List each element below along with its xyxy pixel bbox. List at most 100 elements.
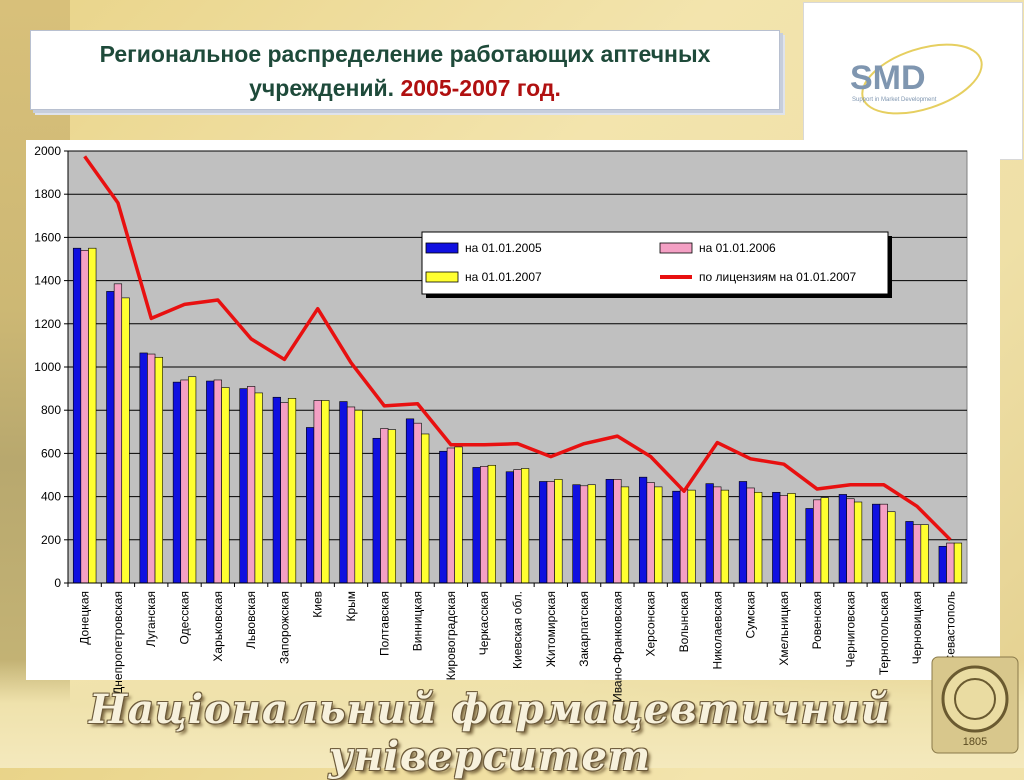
bar xyxy=(314,400,322,583)
x-tick-label: Херсонская xyxy=(644,591,658,656)
bar xyxy=(639,477,647,583)
x-tick-label: Донецкая xyxy=(78,591,92,645)
x-tick-label: Черниговская xyxy=(843,591,857,667)
bar xyxy=(140,353,148,583)
x-tick-label: Крым xyxy=(344,591,358,622)
bar xyxy=(455,447,463,583)
bar xyxy=(373,438,381,583)
bar xyxy=(281,403,289,583)
bar xyxy=(688,490,696,583)
bar xyxy=(555,479,563,583)
bar xyxy=(813,500,821,583)
bar xyxy=(906,521,914,583)
bar xyxy=(739,481,747,583)
y-tick-label: 1400 xyxy=(34,274,61,288)
bar xyxy=(721,490,729,583)
x-tick-label: Полтавская xyxy=(377,591,391,656)
legend-swatch xyxy=(426,272,458,282)
bar xyxy=(847,499,855,583)
bar xyxy=(706,484,714,583)
bar xyxy=(506,472,514,583)
bar xyxy=(913,525,921,583)
bar xyxy=(181,380,189,583)
bar xyxy=(355,410,363,583)
bar xyxy=(188,377,196,583)
x-tick-label: Днепропетровская xyxy=(111,591,125,695)
bar xyxy=(939,546,947,583)
bar xyxy=(514,470,522,583)
bar xyxy=(81,250,89,583)
bar xyxy=(754,492,762,583)
bar xyxy=(880,504,888,583)
bar xyxy=(173,382,181,583)
bar xyxy=(247,386,255,583)
bar xyxy=(414,423,422,583)
bar xyxy=(155,357,163,583)
x-tick-label: Киевская обл. xyxy=(511,591,525,669)
bar xyxy=(322,400,330,583)
x-tick-label: Ровенская xyxy=(810,591,824,649)
x-tick-label: Одесская xyxy=(178,591,192,644)
bar xyxy=(306,427,314,583)
x-tick-label: Киев xyxy=(311,591,325,618)
bar xyxy=(122,298,130,583)
bar xyxy=(421,434,429,583)
university-seal-icon: 1805 xyxy=(930,655,1020,755)
bar xyxy=(114,284,122,583)
bar xyxy=(647,483,655,583)
bar xyxy=(206,381,214,583)
y-tick-label: 1600 xyxy=(34,230,61,244)
legend-label: по лицензиям на 01.01.2007 xyxy=(699,270,857,284)
bar xyxy=(73,248,81,583)
university-name: Національний фармацевтичний університет xyxy=(40,686,940,780)
x-tick-label: Запорожская xyxy=(277,591,291,664)
y-tick-label: 0 xyxy=(54,576,61,590)
bar xyxy=(547,481,555,583)
y-tick-label: 1800 xyxy=(34,187,61,201)
x-tick-label: Харьковская xyxy=(211,591,225,662)
bar xyxy=(440,451,448,583)
bar xyxy=(406,419,414,583)
y-tick-label: 800 xyxy=(41,403,61,417)
bar xyxy=(821,498,829,583)
y-tick-label: 1200 xyxy=(34,317,61,331)
bar xyxy=(273,397,281,583)
bar xyxy=(872,504,880,583)
bar xyxy=(780,496,788,583)
y-tick-label: 1000 xyxy=(34,360,61,374)
bar xyxy=(214,380,222,583)
seal-year: 1805 xyxy=(963,736,987,748)
bar xyxy=(621,487,629,583)
x-tick-label: Николаевская xyxy=(710,591,724,669)
legend-label: на 01.01.2005 xyxy=(465,241,542,255)
bar xyxy=(588,485,596,583)
x-tick-label: Житомирская xyxy=(544,591,558,667)
bar xyxy=(381,429,389,583)
bar xyxy=(680,489,688,583)
bar xyxy=(954,543,962,583)
bar xyxy=(255,393,263,583)
bar xyxy=(839,494,847,583)
x-tick-label: Закарпатская xyxy=(577,591,591,667)
bar xyxy=(147,354,155,583)
x-tick-label: Севастополь xyxy=(943,591,957,663)
bar xyxy=(614,479,622,583)
bar xyxy=(654,487,662,583)
bar xyxy=(521,469,529,583)
bar xyxy=(747,488,755,583)
y-tick-label: 2000 xyxy=(34,144,61,158)
bar xyxy=(539,481,547,583)
x-tick-label: Сумская xyxy=(744,591,758,638)
bar xyxy=(107,291,115,583)
bar xyxy=(488,465,496,583)
x-tick-label: Волынская xyxy=(677,591,691,652)
bar xyxy=(713,487,721,583)
bar xyxy=(473,467,481,583)
x-tick-label: Луганская xyxy=(144,591,158,647)
x-tick-label: Львовская xyxy=(244,591,258,649)
bar xyxy=(222,388,230,583)
bar xyxy=(573,485,581,583)
bar xyxy=(854,502,862,583)
x-tick-label: Кировоградская xyxy=(444,591,458,680)
